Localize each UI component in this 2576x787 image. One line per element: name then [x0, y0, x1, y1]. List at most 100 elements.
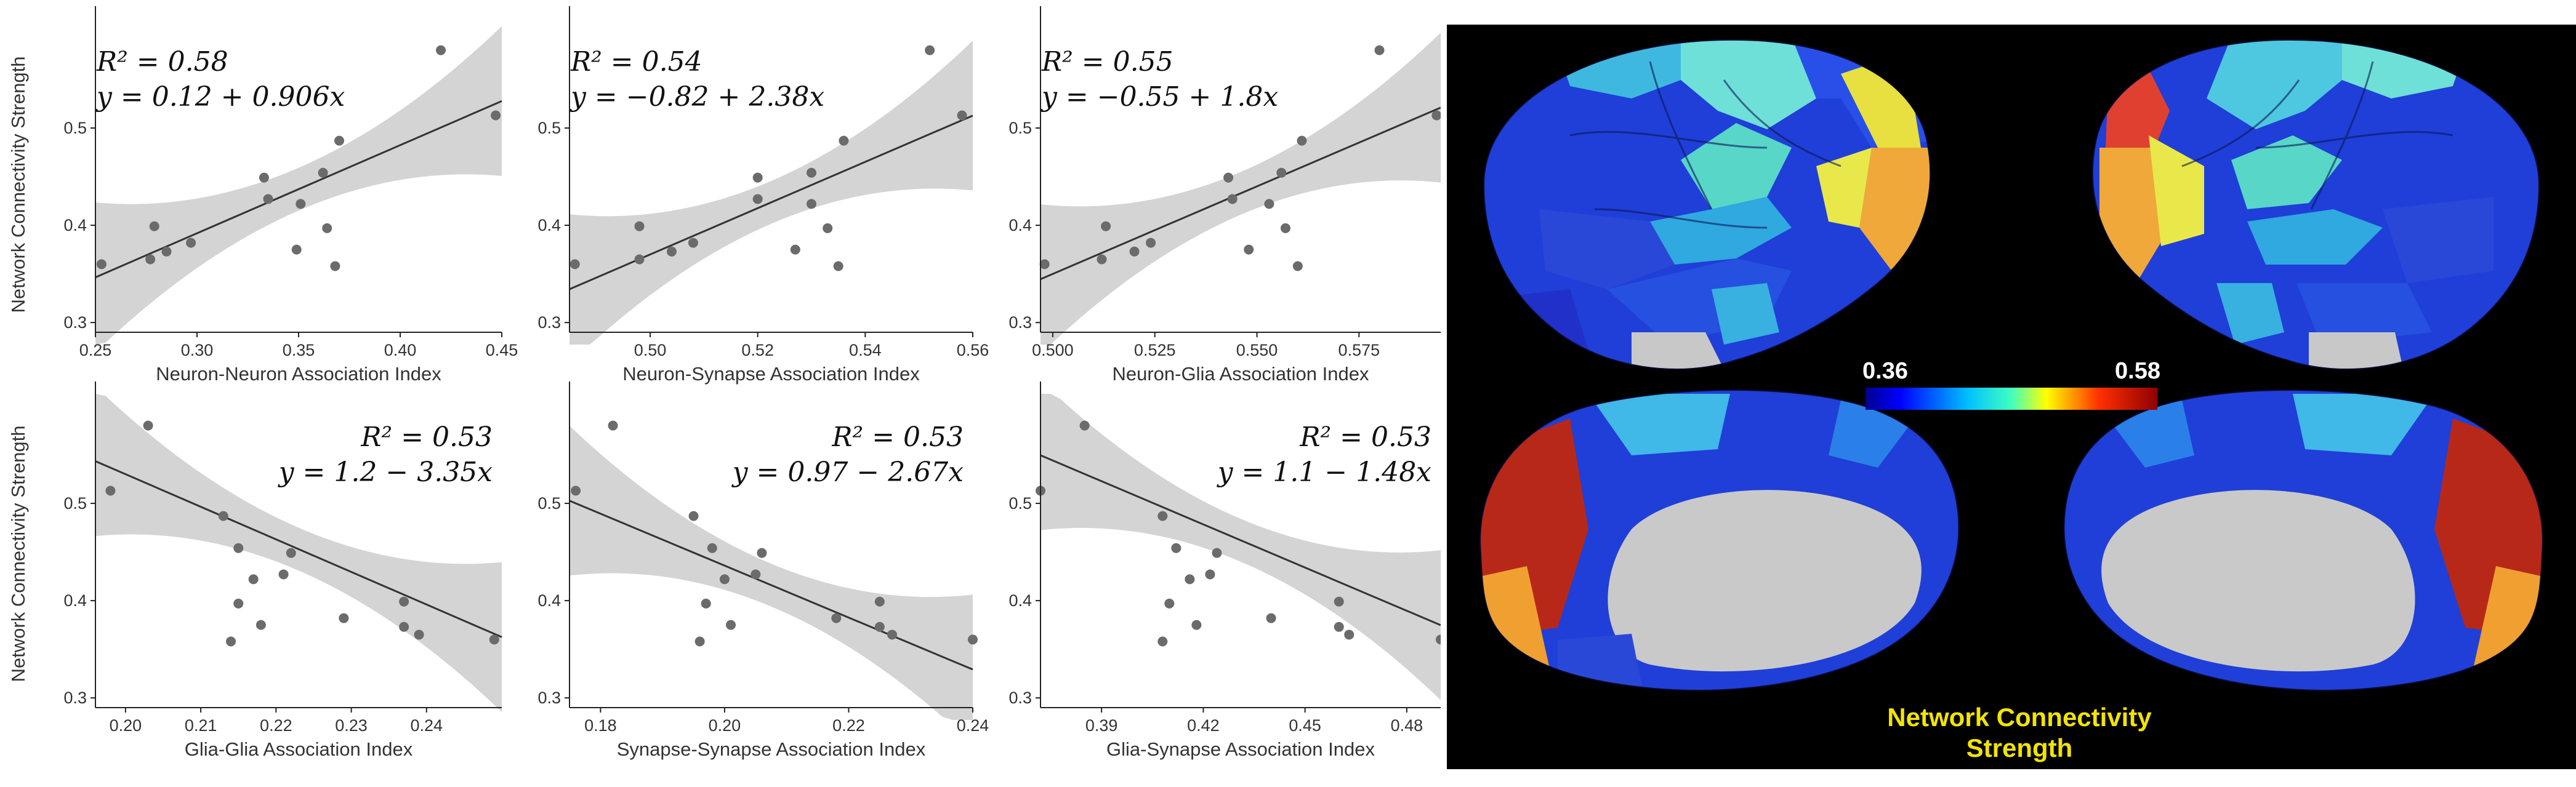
data-point — [1292, 261, 1303, 271]
data-point — [1374, 45, 1385, 55]
regression-equation: y = −0.55 + 1.8x — [1040, 81, 1278, 113]
data-point — [1079, 420, 1090, 431]
x-tick-label: 0.56 — [957, 341, 989, 359]
data-point — [399, 621, 409, 632]
confidence-band — [95, 26, 502, 345]
data-point — [259, 172, 269, 183]
brain-medial-left — [1479, 389, 1960, 691]
data-point — [688, 511, 699, 521]
y-tick-label: 0.4 — [537, 216, 561, 234]
data-point — [248, 574, 259, 585]
data-point — [1039, 259, 1050, 270]
data-point — [1264, 199, 1274, 209]
regression-line — [1040, 454, 1441, 626]
x-tick-label: 0.45 — [486, 341, 518, 359]
data-point — [436, 45, 446, 55]
data-point — [330, 261, 340, 271]
data-point — [414, 629, 424, 640]
data-point — [1191, 620, 1202, 630]
brain-lateral-right — [2091, 39, 2540, 370]
data-point — [149, 221, 159, 231]
data-point — [839, 135, 849, 146]
data-point — [143, 420, 153, 431]
data-point — [1164, 598, 1175, 609]
y-tick-label: 0.4 — [63, 216, 87, 234]
confidence-band — [570, 41, 973, 345]
y-axis-label-bottom: Network Connectivity Strength — [7, 426, 29, 682]
scatter-panel-5: 0.3 0.4 0.5 0.18 0.20 0.22 0.24 Synapse-Synapse… — [537, 382, 989, 760]
data-point — [751, 569, 761, 580]
data-point — [634, 254, 645, 265]
data-point — [874, 596, 885, 607]
y-tick-label: 0.3 — [1008, 689, 1032, 707]
confidence-band — [570, 426, 973, 720]
x-tick-label: 0.500 — [1032, 341, 1074, 359]
x-tick-label: 0.45 — [1289, 716, 1321, 735]
data-point — [105, 485, 116, 496]
data-point — [726, 620, 736, 630]
data-point — [291, 244, 302, 255]
data-point — [1266, 613, 1276, 623]
data-point — [145, 254, 156, 265]
regression-line — [1040, 106, 1441, 281]
data-point — [571, 485, 581, 496]
regression-line — [569, 114, 973, 290]
r-squared-label: R² = 0.53 — [831, 421, 964, 453]
y-tick-label: 0.5 — [1008, 119, 1032, 137]
x-tick-label: 0.23 — [335, 716, 368, 735]
scatter-panel-3: 0.3 0.4 0.5 0.500 0.525 0.550 0.575 Neuron-Glia… — [1008, 6, 1441, 385]
data-point — [1297, 135, 1307, 146]
data-point — [752, 172, 763, 183]
data-point — [1097, 254, 1107, 265]
data-point — [322, 223, 332, 233]
data-point — [925, 45, 935, 55]
brain-title-line-1: Network Connectivity — [1887, 703, 2152, 732]
x-tick-label: 0.21 — [185, 716, 217, 735]
data-point — [161, 246, 172, 257]
brain-lateral-left — [1483, 39, 1931, 370]
x-axis-label: Glia-Synapse Association Index — [1106, 738, 1375, 760]
data-point — [296, 199, 306, 209]
data-point — [1334, 621, 1344, 632]
x-tick-label: 0.25 — [79, 341, 112, 359]
y-tick-label: 0.5 — [537, 119, 561, 137]
data-point — [1146, 238, 1156, 248]
scatter-panel-1: 0.3 0.4 0.5 0.25 0.30 0.35 0.40 0.45 Neuron-Neur… — [63, 6, 518, 385]
regression-equation: y = 1.1 − 1.48x — [1217, 457, 1431, 488]
data-point — [226, 636, 236, 647]
x-tick-label: 0.525 — [1134, 341, 1176, 359]
x-tick-label: 0.24 — [410, 716, 443, 735]
x-tick-label: 0.18 — [584, 716, 617, 735]
data-point — [399, 596, 409, 607]
colorbar-gradient — [1866, 388, 2157, 410]
data-point — [491, 110, 501, 121]
regression-equation: y = 1.2 − 3.35x — [278, 457, 493, 488]
brain-surface-panel: 0.36 0.58 Network Connectivity Strength — [1447, 25, 2576, 769]
y-tick-label: 0.4 — [1008, 591, 1032, 610]
regression-equation: y = −0.82 + 2.38x — [570, 81, 824, 113]
regression-equation: y = 0.97 − 2.67x — [731, 457, 964, 488]
confidence-band — [1040, 33, 1441, 345]
y-tick-label: 0.3 — [537, 313, 561, 332]
data-point — [688, 238, 698, 248]
data-point — [807, 199, 816, 209]
data-point — [752, 194, 763, 204]
x-tick-label: 0.50 — [634, 341, 667, 359]
data-point — [666, 246, 677, 257]
confidence-band — [1040, 394, 1441, 700]
data-point — [874, 621, 885, 632]
data-point — [339, 613, 349, 623]
colorbar-max-label: 0.58 — [2115, 358, 2160, 384]
y-tick-label: 0.5 — [63, 119, 87, 137]
data-point — [1244, 244, 1254, 255]
x-tick-label: 0.22 — [260, 716, 292, 735]
y-tick-label: 0.5 — [1008, 494, 1032, 513]
data-point — [833, 261, 843, 271]
data-point — [823, 223, 833, 233]
y-tick-label: 0.4 — [63, 591, 87, 610]
data-point — [318, 167, 328, 178]
y-tick-label: 0.4 — [1008, 216, 1032, 234]
data-point — [233, 543, 244, 553]
data-point — [1212, 548, 1222, 558]
data-point — [1436, 634, 1441, 645]
